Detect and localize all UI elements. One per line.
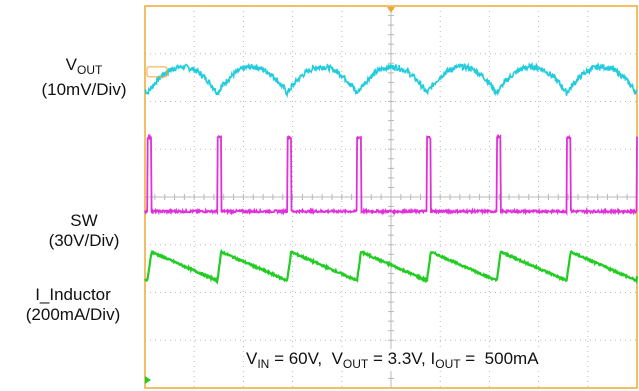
inductor-trace: [144, 248, 639, 285]
channel-ground-marker-vout: [146, 66, 168, 78]
trigger-position-marker: [387, 7, 395, 13]
cond-vout-main: V: [331, 349, 343, 368]
sw-label: SW (30V/Div): [14, 211, 154, 251]
vout-label: VOUT (10mV/Div): [14, 55, 154, 100]
sw-trace: [144, 133, 638, 216]
cond-vout-value: = 3.3V,: [368, 349, 431, 368]
inductor-label: I_Inductor (200mA/Div): [0, 285, 146, 325]
vin-sub: IN: [257, 357, 270, 371]
iout-sub: OUT: [435, 357, 461, 371]
vout-label-main: V: [65, 55, 77, 74]
trace-layer: [144, 61, 639, 285]
grid-layer: [144, 5, 638, 389]
sw-scale-label: (30V/Div): [48, 231, 120, 250]
trigger-level-marker: [630, 208, 636, 215]
inductor-label-main: I_Inductor: [35, 285, 111, 304]
iout-value: = 500mA: [460, 349, 539, 368]
vout-label-sub: OUT: [77, 63, 103, 77]
sw-label-main: SW: [70, 211, 98, 230]
marker-layer: [145, 7, 636, 384]
vin-value: = 60V,: [269, 349, 332, 368]
vin-main: V: [246, 349, 258, 368]
test-conditions: VIN = 60V, VOUT = 3.3V, IOUT = 500mA: [244, 349, 541, 371]
vout-trace: [144, 61, 638, 99]
vout-scale-label: (10mV/Div): [41, 80, 127, 99]
iout-main: I: [430, 349, 436, 368]
channel-ground-marker-inductor: [145, 376, 151, 384]
inductor-scale-label: (200mA/Div): [25, 305, 121, 324]
cond-vout-sub: OUT: [342, 357, 369, 371]
